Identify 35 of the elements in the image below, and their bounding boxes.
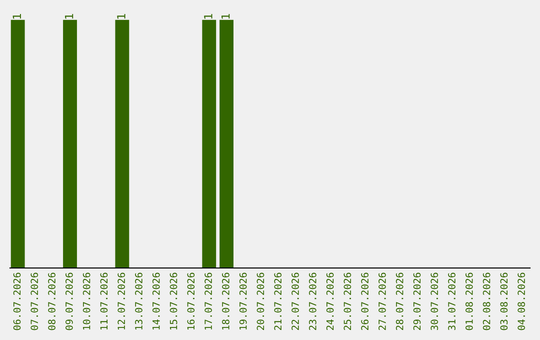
x-tick-label: 09.07.2026 — [65, 272, 73, 330]
data-label: 1 — [12, 14, 21, 19]
x-tick-label: 08.07.2026 — [48, 272, 56, 330]
x-tick-label: 10.07.2026 — [82, 272, 90, 330]
x-tick-label: 29.07.2026 — [413, 272, 421, 330]
x-tick-label: 21.07.2026 — [274, 272, 282, 330]
x-tick-label: 03.08.2026 — [500, 272, 508, 330]
x-tick-label: 22.07.2026 — [292, 272, 299, 330]
x-tick-label: 30.07.2026 — [430, 272, 438, 330]
data-label: 1 — [117, 14, 126, 19]
x-tick-label: 19.07.2026 — [239, 272, 247, 330]
x-tick-label: 02.08.2026 — [482, 272, 490, 330]
x-tick-label: 15.07.2026 — [170, 272, 178, 330]
x-tick-label: 14.07.2026 — [152, 272, 160, 330]
x-tick-label: 31.07.2026 — [448, 272, 456, 330]
x-tick-label: 18.07.2026 — [222, 272, 230, 330]
x-tick-label: 12.07.2026 — [118, 272, 126, 330]
x-tick-label: 13.07.2026 — [135, 272, 142, 330]
x-tick-label: 04.08.2026 — [518, 272, 526, 330]
data-label: 1 — [222, 14, 230, 19]
x-tick-label: 25.07.2026 — [344, 272, 352, 330]
x-tick-label: 16.07.2026 — [187, 272, 195, 330]
x-tick-label: 26.07.2026 — [361, 272, 368, 330]
x-tick-label: 20.07.2026 — [256, 272, 264, 330]
x-tick-label: 01.08.2026 — [465, 272, 473, 330]
data-label: 1 — [64, 14, 74, 19]
data-label: 1 — [204, 14, 212, 19]
x-tick-label: 24.07.2026 — [326, 272, 334, 330]
x-tick-label: 28.07.2026 — [396, 272, 404, 330]
x-tick-label: 07.07.2026 — [30, 272, 38, 330]
x-tick-label: 11.07.2026 — [100, 272, 108, 330]
x-tick-label: 23.07.2026 — [308, 272, 316, 330]
x-tick-label: 27.07.2026 — [378, 272, 386, 330]
x-tick-label: 06.07.2026 — [13, 272, 21, 330]
x-tick-label: 17.07.2026 — [204, 272, 212, 330]
